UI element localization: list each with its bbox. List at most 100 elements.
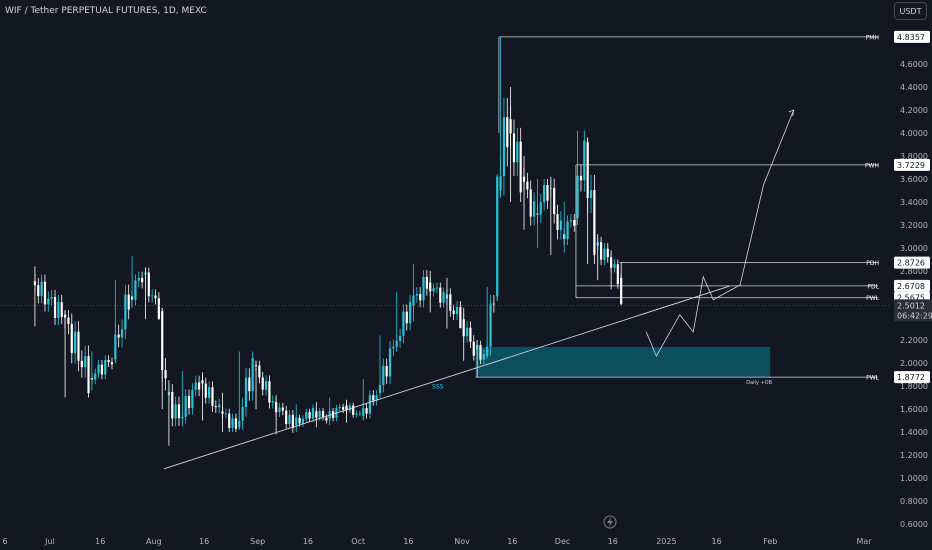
- candle-body[interactable]: [97, 364, 100, 374]
- candle-body[interactable]: [449, 294, 452, 311]
- candle-body[interactable]: [74, 331, 77, 354]
- candle-body[interactable]: [84, 356, 87, 368]
- candle-body[interactable]: [248, 377, 251, 392]
- candle-body[interactable]: [559, 220, 562, 231]
- candle-body[interactable]: [127, 294, 130, 310]
- candle-body[interactable]: [472, 341, 475, 356]
- candle-body[interactable]: [194, 382, 197, 390]
- candle-body[interactable]: [506, 117, 509, 148]
- candle-body[interactable]: [529, 189, 532, 217]
- candle-body[interactable]: [388, 348, 392, 377]
- candle-body[interactable]: [402, 311, 405, 336]
- candle-body[interactable]: [338, 406, 341, 409]
- candle-body[interactable]: [50, 297, 53, 299]
- candle-body[interactable]: [459, 307, 462, 329]
- candle-body[interactable]: [120, 329, 124, 338]
- candle-body[interactable]: [415, 294, 418, 296]
- candle-body[interactable]: [348, 405, 351, 411]
- candle-body[interactable]: [43, 281, 47, 305]
- candle-body[interactable]: [603, 248, 606, 260]
- candle-body[interactable]: [94, 373, 97, 380]
- candle-body[interactable]: [606, 248, 609, 258]
- candle-body[interactable]: [502, 117, 506, 177]
- candle-body[interactable]: [479, 345, 482, 360]
- candle-body[interactable]: [231, 418, 234, 428]
- candle-body[interactable]: [422, 276, 425, 301]
- candle-body[interactable]: [375, 395, 378, 401]
- candle-body[interactable]: [117, 334, 120, 338]
- order-block-zone[interactable]: [475, 346, 771, 378]
- candle-body[interactable]: [80, 360, 83, 368]
- candle-body[interactable]: [244, 377, 248, 408]
- candle-body[interactable]: [37, 285, 40, 297]
- candle-body[interactable]: [53, 297, 57, 318]
- candle-body[interactable]: [228, 413, 231, 428]
- candle-body[interactable]: [191, 389, 194, 408]
- candle-body[interactable]: [70, 323, 73, 354]
- candle-body[interactable]: [526, 181, 529, 190]
- candle-body[interactable]: [224, 413, 227, 415]
- candle-body[interactable]: [512, 133, 516, 163]
- candle-body[interactable]: [489, 303, 492, 347]
- candle-body[interactable]: [455, 307, 459, 314]
- candle-body[interactable]: [47, 298, 50, 305]
- candle-body[interactable]: [77, 331, 80, 361]
- candle-body[interactable]: [368, 395, 372, 414]
- candle-body[interactable]: [385, 365, 388, 377]
- candle-body[interactable]: [583, 140, 586, 181]
- candle-body[interactable]: [197, 382, 201, 390]
- candle-body[interactable]: [442, 292, 445, 303]
- candle-body[interactable]: [452, 310, 455, 314]
- candle-body[interactable]: [258, 365, 261, 378]
- candle-body[interactable]: [372, 395, 375, 401]
- candle-body[interactable]: [87, 356, 90, 394]
- candle-body[interactable]: [532, 201, 536, 217]
- candle-body[interactable]: [261, 377, 264, 390]
- candle-body[interactable]: [546, 185, 549, 201]
- candle-body[interactable]: [342, 406, 345, 410]
- candle-body[interactable]: [352, 405, 355, 415]
- currency-button[interactable]: USDT: [894, 2, 927, 20]
- candle-body[interactable]: [492, 303, 495, 305]
- candle-body[interactable]: [593, 190, 596, 256]
- candle-body[interactable]: [147, 272, 150, 297]
- candle-body[interactable]: [204, 383, 207, 398]
- candle-body[interactable]: [419, 294, 422, 301]
- candle-body[interactable]: [187, 395, 191, 408]
- candle-body[interactable]: [519, 141, 522, 193]
- candle-body[interactable]: [57, 302, 60, 318]
- trendline[interactable]: [163, 285, 731, 470]
- candle-body[interactable]: [325, 417, 328, 421]
- candle-body[interactable]: [539, 202, 542, 215]
- candle-body[interactable]: [616, 264, 619, 285]
- candle-body[interactable]: [425, 276, 428, 289]
- candle-body[interactable]: [241, 407, 244, 421]
- candle-body[interactable]: [184, 395, 187, 418]
- candle-body[interactable]: [405, 311, 408, 324]
- candle-body[interactable]: [298, 417, 301, 424]
- candle-body[interactable]: [285, 410, 288, 424]
- candle-body[interactable]: [100, 364, 104, 375]
- candle-body[interactable]: [589, 190, 593, 198]
- candle-body[interactable]: [67, 317, 70, 324]
- candle-body[interactable]: [439, 287, 442, 303]
- candle-body[interactable]: [432, 288, 435, 292]
- candle-body[interactable]: [281, 407, 284, 411]
- candle-body[interactable]: [211, 387, 214, 407]
- candle-body[interactable]: [435, 287, 439, 289]
- candle-body[interactable]: [308, 412, 311, 419]
- candle-body[interactable]: [409, 302, 412, 324]
- candle-body[interactable]: [516, 141, 519, 163]
- candle-body[interactable]: [566, 221, 569, 239]
- candle-body[interactable]: [398, 335, 402, 341]
- candle-body[interactable]: [104, 359, 107, 375]
- candle-body[interactable]: [268, 381, 271, 403]
- candle-body[interactable]: [305, 412, 308, 419]
- candle-body[interactable]: [124, 294, 127, 330]
- candle-body[interactable]: [311, 407, 315, 419]
- candle-body[interactable]: [573, 220, 576, 226]
- candle-body[interactable]: [301, 418, 305, 424]
- candle-body[interactable]: [382, 365, 385, 385]
- candle-body[interactable]: [569, 220, 573, 222]
